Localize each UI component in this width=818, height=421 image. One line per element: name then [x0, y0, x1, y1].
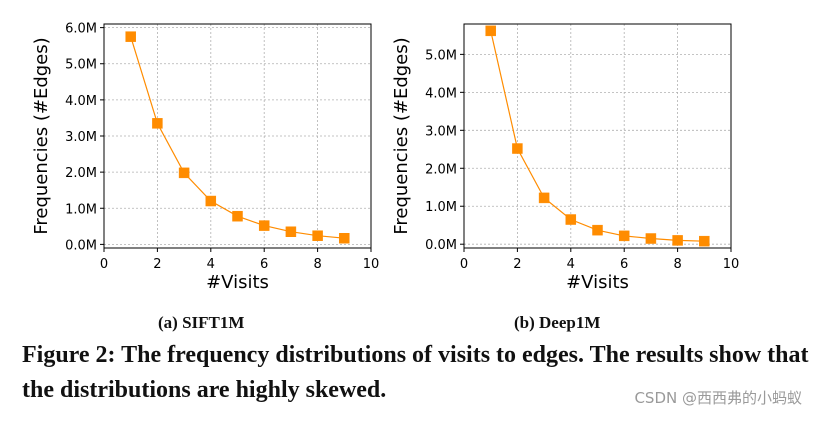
- data-point-marker: [178, 167, 190, 179]
- data-point-marker: [538, 192, 550, 204]
- data-point-marker: [232, 210, 243, 222]
- y-tick-label: 0.0M: [65, 238, 97, 253]
- chart-panel-sift1m: 0.0M 1.0M 2.0M 3.0M 4.0M 5.0M 6.0M 0 2 4 6 8 10 #Visi…: [31, 22, 379, 293]
- y-axis-label: Frequencies (#Edges): [31, 37, 52, 234]
- x-tick-label: 0: [100, 257, 108, 272]
- data-point-marker: [645, 233, 657, 244]
- y-tick-label: 3.0M: [65, 130, 97, 145]
- data-point-marker: [339, 232, 350, 244]
- x-tick-label: 2: [513, 257, 521, 272]
- y-tick-label: 1.0M: [425, 200, 457, 215]
- y-tick-label: 4.0M: [425, 86, 457, 101]
- data-point-marker: [125, 31, 136, 42]
- data-point-marker: [565, 214, 577, 225]
- series-line: [490, 30, 705, 242]
- y-tick-label: 5.0M: [65, 58, 97, 73]
- x-tick-label: 2: [153, 257, 161, 272]
- y-tick-label: 4.0M: [65, 94, 97, 109]
- x-axis-label: #Visits: [206, 272, 269, 293]
- data-point-marker: [699, 235, 710, 247]
- x-tick-label: 4: [567, 257, 575, 272]
- x-tick-label: 10: [723, 257, 740, 272]
- y-tick-label: 1.0M: [65, 202, 97, 217]
- subcaption-deep1m: (b) Deep1M: [514, 313, 601, 332]
- data-point-marker: [512, 143, 523, 154]
- y-tick-label: 2.0M: [65, 166, 97, 181]
- figure-caption: Figure 2: The frequency distributions of…: [22, 342, 809, 403]
- axes-frame: [463, 23, 732, 249]
- x-tick-label: 8: [673, 257, 681, 272]
- y-tick-label: 6.0M: [65, 22, 97, 37]
- y-tick-label: 2.0M: [425, 162, 457, 177]
- data-point-marker: [618, 230, 630, 242]
- figure-panels: 0.0M 1.0M 2.0M 3.0M 4.0M 5.0M 6.0M 0 2 4 6 8 10 #Visi…: [31, 22, 740, 293]
- data-point-marker: [285, 226, 297, 237]
- data-point-marker: [312, 230, 323, 241]
- watermark: CSDN @西西弗的小蚂蚁: [634, 389, 802, 407]
- y-tick-label: 0.0M: [425, 238, 457, 253]
- x-axis-label: #Visits: [566, 272, 629, 293]
- data-point-marker: [485, 25, 496, 37]
- data-point-marker: [672, 235, 683, 246]
- subcaption-sift1m: (a) SIFT1M: [158, 313, 245, 332]
- data-point-marker: [152, 118, 163, 129]
- y-tick-label: 3.0M: [425, 124, 457, 139]
- x-tick-label: 6: [260, 257, 268, 272]
- y-axis-label: Frequencies (#Edges): [391, 37, 412, 234]
- data-point-marker: [205, 195, 217, 207]
- data-point-marker: [258, 220, 270, 231]
- x-tick-label: 4: [207, 257, 215, 272]
- data-point-marker: [592, 224, 603, 236]
- y-tick-label: 5.0M: [425, 48, 457, 63]
- x-tick-label: 0: [460, 257, 468, 272]
- x-tick-label: 10: [363, 257, 380, 272]
- chart-panel-deep1m: 0.0M 1.0M 2.0M 3.0M 4.0M 5.0M 0 2 4 6 8 10 #Visits Fr…: [391, 23, 740, 293]
- x-tick-label: 6: [620, 257, 628, 272]
- x-tick-label: 8: [313, 257, 321, 272]
